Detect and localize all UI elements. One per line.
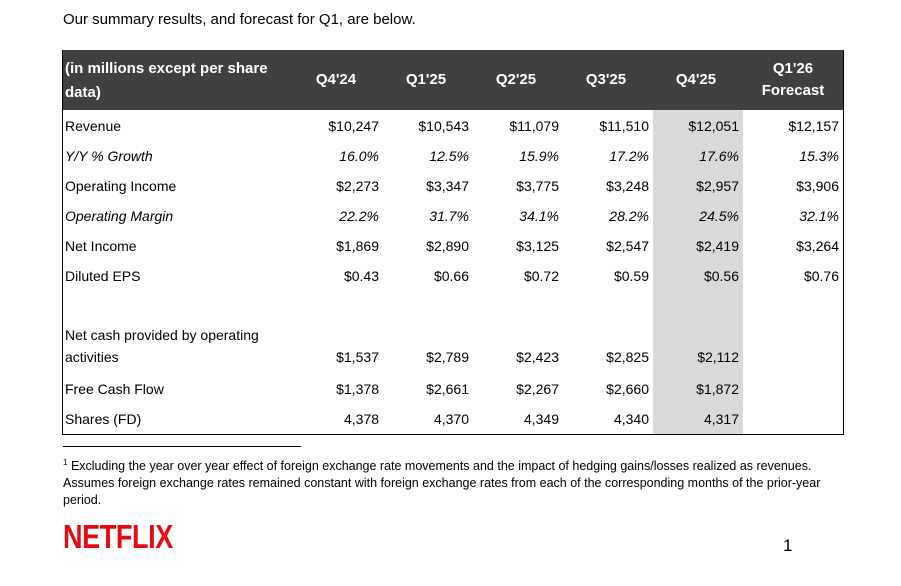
table-cell: $10,247 [328, 118, 379, 134]
table-cell: $3,775 [516, 178, 559, 194]
table-row: Diluted EPS $0.43 $0.66 $0.72 $0.59 $0.56 $0.7… [63, 261, 843, 291]
row-label: Net Income [65, 238, 137, 254]
header-units-line1: (in millions except per share [65, 60, 268, 77]
table-cell: 16.0% [339, 148, 379, 164]
table-cell: 32.1% [799, 208, 839, 224]
table-cell: $3,347 [426, 178, 469, 194]
table-cell: $0.43 [343, 268, 379, 284]
column-header: Q4'24 [315, 71, 357, 88]
table-cell: $0.66 [433, 268, 469, 284]
column-header-line2: Forecast [761, 82, 825, 99]
header-units-line2: data) [65, 84, 101, 101]
table-cell: 15.3% [799, 148, 839, 164]
table-cell: $2,825 [606, 349, 649, 365]
table-cell: $2,547 [606, 238, 649, 254]
row-label: Operating Margin [65, 208, 174, 224]
table-cell: $2,957 [696, 178, 739, 194]
column-header: Q2'25 [495, 71, 537, 88]
table-cell: 4,340 [613, 411, 649, 427]
table-cell: $1,378 [336, 381, 379, 397]
financial-summary-table: (in millions except per share data) Q4'2… [62, 50, 844, 435]
table-row: Net Income $1,869 $2,890 $3,125 $2,547 $2,419… [63, 231, 843, 261]
table-cell: $2,419 [696, 238, 739, 254]
column-header: Q3'25 [585, 71, 627, 88]
table-cell: $12,051 [688, 118, 739, 134]
table-cell: $1,537 [336, 349, 379, 365]
q425-highlight-column [653, 110, 743, 434]
column-header: Q4'25 [675, 71, 717, 88]
table-header: (in millions except per share data) Q4'2… [63, 50, 843, 110]
table-cell: 34.1% [519, 208, 559, 224]
row-label: Free Cash Flow [65, 381, 164, 397]
footnote-marker: 1 [63, 457, 68, 467]
table-cell: $3,264 [796, 238, 839, 254]
table-cell: 31.7% [429, 208, 469, 224]
page-number: 1 [783, 536, 793, 555]
table-cell: 12.5% [429, 148, 469, 164]
intro-text: Our summary results, and forecast for Q1… [63, 11, 416, 28]
table-cell: 4,349 [523, 411, 559, 427]
footnote: 1 Excluding the year over year effect of… [63, 458, 833, 509]
column-header: Q1'25 [405, 71, 447, 88]
table-cell: $2,423 [516, 349, 559, 365]
table-cell: $1,869 [336, 238, 379, 254]
table-cell: $2,661 [426, 381, 469, 397]
row-label: Revenue [65, 118, 122, 134]
table-cell: $11,510 [599, 118, 649, 134]
table-cell: 4,378 [343, 411, 379, 427]
table-cell: $0.76 [803, 268, 839, 284]
table-cell: 22.2% [339, 208, 379, 224]
row-label: Y/Y % Growth [65, 148, 153, 164]
column-header-line1: Q1'26 [772, 60, 814, 77]
table-cell: $2,789 [426, 349, 469, 365]
column-header: Q1'26 Forecast [748, 58, 838, 102]
table-row: Net cash provided by operating activities… [63, 324, 843, 372]
table-cell: $0.59 [613, 268, 649, 284]
table-row: Shares (FD) 4,378 4,370 4,349 4,340 4,317 [63, 404, 843, 434]
row-label: Diluted EPS [65, 268, 141, 284]
row-label: Shares (FD) [65, 411, 142, 427]
footnote-text: Excluding the year over year effect of f… [63, 459, 821, 507]
table-cell: $3,125 [516, 238, 559, 254]
table-cell: $2,660 [606, 381, 649, 397]
header-units-label: (in millions except per share data) [65, 57, 295, 105]
table-row: Operating Income $2,273 $3,347 $3,775 $3,248… [63, 171, 843, 201]
table-cell: $0.72 [523, 268, 559, 284]
footnote-rule [63, 446, 301, 447]
table-row: Revenue $10,247 $10,543 $11,079 $11,510 $12,0… [63, 111, 843, 141]
table-cell: $2,267 [516, 381, 559, 397]
table-cell: 24.5% [699, 208, 739, 224]
table-cell: $12,157 [788, 118, 839, 134]
table-cell: 15.9% [519, 148, 559, 164]
table-cell: $1,872 [696, 381, 739, 397]
table-cell: $11,079 [509, 118, 559, 134]
table-cell: $2,273 [336, 178, 379, 194]
table-cell: 28.2% [609, 208, 649, 224]
table-cell: $2,112 [697, 349, 739, 365]
row-label: Operating Income [65, 178, 177, 194]
table-cell: 17.6% [699, 148, 739, 164]
table-row: Y/Y % Growth 16.0% 12.5% 15.9% 17.2% 17.6% 15.… [63, 141, 843, 171]
table-row: Free Cash Flow $1,378 $2,661 $2,267 $2,660 $1… [63, 374, 843, 404]
table-cell: $3,248 [606, 178, 649, 194]
table-cell: $10,543 [418, 118, 469, 134]
table-cell: 17.2% [609, 148, 649, 164]
table-cell: $3,906 [796, 178, 839, 194]
table-cell: $0.56 [703, 268, 739, 284]
row-label-line: Net cash provided by operating [65, 327, 259, 343]
row-label: Net cash provided by operating activities [65, 324, 259, 368]
table-cell: 4,317 [703, 411, 739, 427]
netflix-logo: NETFLIX [63, 518, 173, 555]
table-row: Operating Margin 22.2% 31.7% 34.1% 28.2% 24.5… [63, 201, 843, 231]
table-cell: 4,370 [433, 411, 469, 427]
table-cell: $2,890 [426, 238, 469, 254]
row-label-line: activities [65, 349, 119, 365]
